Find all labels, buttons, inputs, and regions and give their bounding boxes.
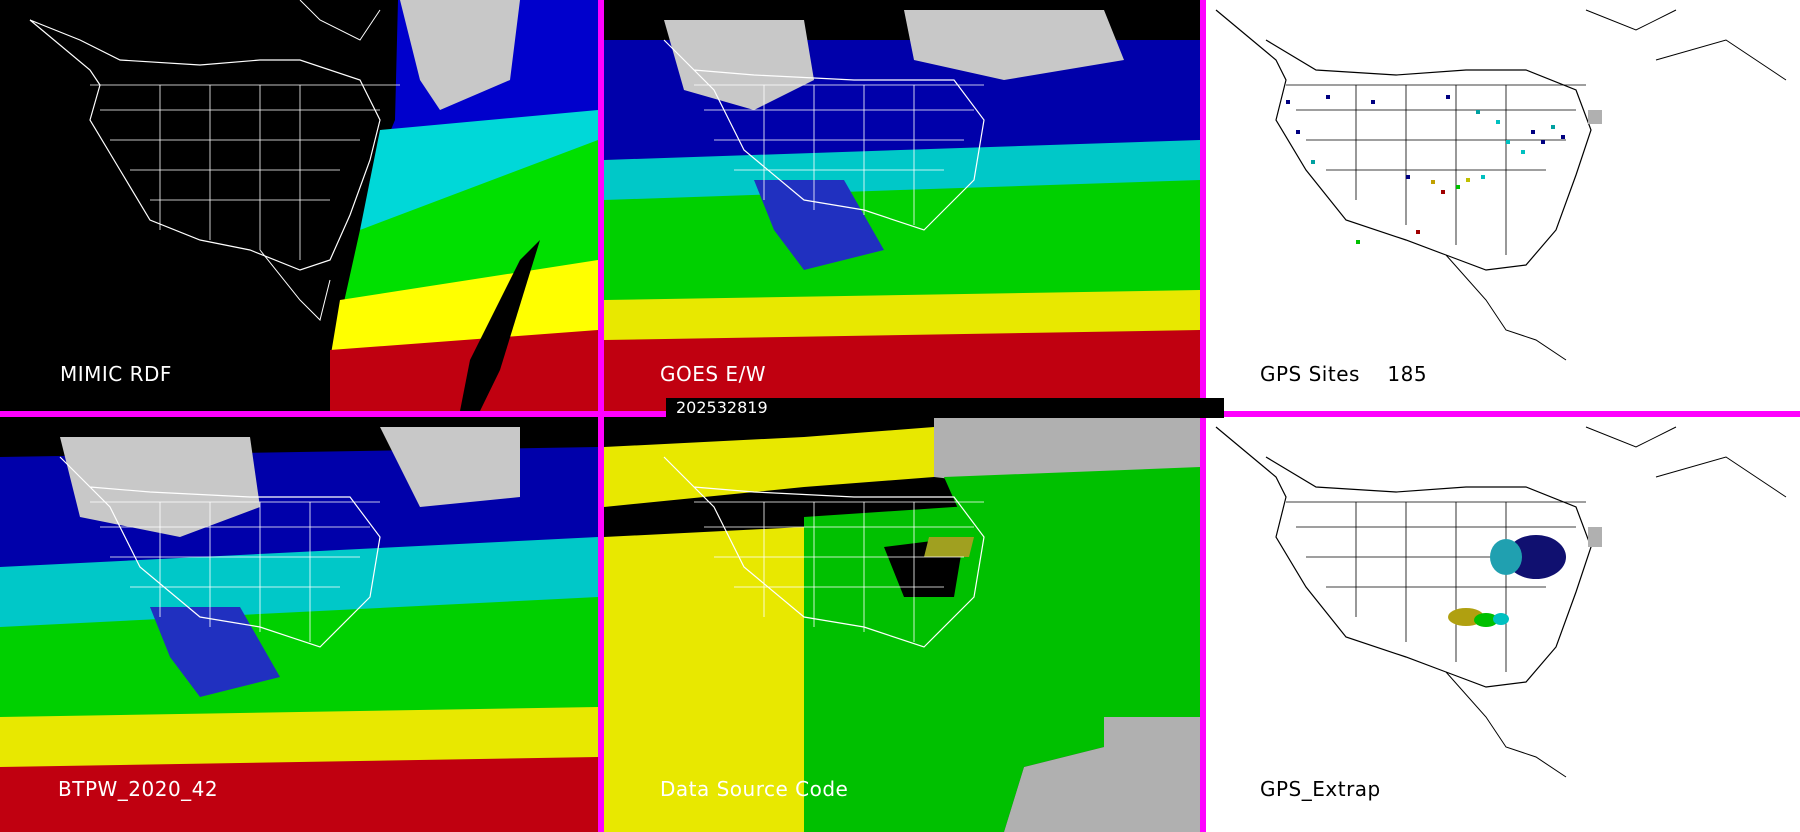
gps-site-markers	[1286, 95, 1565, 244]
gps-sites-label: GPS Sites 185	[1260, 362, 1427, 386]
btpw-label: BTPW_2020_42	[58, 777, 219, 801]
gps-sites-count: 185	[1387, 362, 1428, 386]
gps-extrap-map	[1215, 426, 1787, 778]
data-source-code-label: Data Source Code	[660, 777, 849, 801]
mimic-rdf-map	[29, 0, 598, 411]
goes-ew-map	[604, 0, 1200, 411]
panel-goes-ew: GOES E/W	[604, 0, 1200, 411]
gps-sites-map	[1215, 9, 1787, 361]
gps-extrap-label: GPS_Extrap	[1260, 777, 1381, 801]
data-source-code-map	[604, 417, 1200, 832]
panel-btpw: BTPW_2020_42	[0, 417, 598, 832]
panel-gps-extrap: GPS_Extrap	[1206, 417, 1800, 832]
mimic-rdf-label: MIMIC RDF	[60, 362, 172, 386]
gps-sites-title: GPS Sites	[1260, 362, 1360, 386]
goes-ew-label: GOES E/W	[660, 362, 767, 386]
panel-gps-sites: GPS Sites 185	[1206, 0, 1800, 411]
btpw-map	[0, 427, 598, 832]
timestamp-bar: 202532819	[666, 398, 1224, 418]
panel-mimic-rdf: MIMIC RDF	[0, 0, 598, 411]
panel-data-source-code: Data Source Code	[604, 417, 1200, 832]
